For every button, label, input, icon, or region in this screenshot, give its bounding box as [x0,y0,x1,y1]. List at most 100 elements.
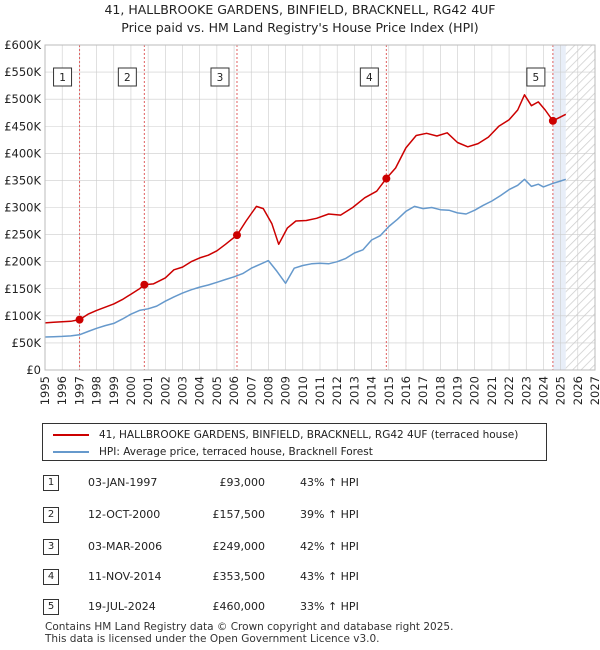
x-tick-label: 2016 [399,376,413,405]
x-tick-label: 2017 [416,376,430,405]
x-tick-label: 2006 [227,376,241,405]
sale-point [548,116,557,125]
x-tick-label: 2020 [468,376,482,405]
x-tick-label: 2018 [433,376,447,405]
x-tick-label: 1998 [90,376,104,405]
x-tick-label: 2011 [313,376,327,405]
legend-label-hpi: HPI: Average price, terraced house, Brac… [99,446,373,458]
transaction-number: 4 [43,569,59,585]
legend-item-hpi: HPI: Average price, terraced house, Brac… [53,444,373,460]
legend-item-property: 41, HALLBROOKE GARDENS, BINFIELD, BRACKN… [53,427,518,443]
chart-title: 41, HALLBROOKE GARDENS, BINFIELD, BRACKN… [104,2,496,17]
transaction-number: 2 [43,507,59,523]
transaction-number: 1 [43,475,59,491]
x-tick-label: 1999 [107,376,121,405]
x-tick-label: 1996 [55,376,69,405]
sale-label-number: 5 [533,72,540,84]
sale-label-box [210,67,230,87]
sale-label-box [117,67,137,87]
y-tick-label: £450K [4,119,41,133]
y-tick-label: £350K [4,173,41,187]
transaction-date: 19-JUL-2024 [88,600,156,613]
transaction-date: 03-MAR-2006 [88,540,163,553]
plot-border [44,44,596,371]
transaction-date: 12-OCT-2000 [88,508,161,521]
property-price-line [44,94,567,324]
y-tick-label: £200K [4,255,41,269]
sale-label-box [359,67,379,87]
x-tick-label: 2007 [244,376,258,405]
x-tick-label: 2003 [176,376,190,405]
x-tick-label: 2027 [588,376,600,405]
transaction-price: £353,500 [212,570,266,583]
x-tick-label: 2005 [210,376,224,405]
x-tick-label: 1995 [38,376,52,405]
x-tick-label: 2024 [536,376,550,405]
sale-point [75,315,84,324]
x-tick-label: 2021 [485,376,499,405]
y-tick-label: £150K [4,282,41,296]
x-tick-label: 2000 [124,376,138,405]
sale-label-number: 1 [59,72,66,84]
footer-copyright: Contains HM Land Registry data © Crown c… [45,621,454,633]
sale-point [140,280,149,289]
legend-swatch-property [53,434,89,436]
transaction-hpi: 33% ↑ HPI [300,600,359,613]
table-row: 4 11-NOV-2014 £353,500 43% ↑ HPI [0,568,600,588]
x-tick-label: 1997 [72,376,86,405]
transaction-price: £93,000 [219,476,266,489]
sale-label-number: 3 [217,72,224,84]
sale-label-number: 4 [366,72,373,84]
x-tick-label: 2013 [347,376,361,405]
sale-label-box [53,67,73,87]
y-tick-label: £550K [4,65,41,79]
transaction-date: 11-NOV-2014 [88,570,162,583]
legend-swatch-hpi [53,451,89,453]
y-tick-label: £250K [4,228,41,242]
legend-label-property: 41, HALLBROOKE GARDENS, BINFIELD, BRACKN… [99,429,519,441]
transaction-hpi: 43% ↑ HPI [300,570,359,583]
y-tick-label: £0 [26,363,41,377]
transaction-price: £249,000 [212,540,266,553]
y-tick-label: £300K [4,201,41,215]
x-tick-label: 2002 [158,376,172,405]
transaction-number: 5 [43,599,59,615]
x-tick-label: 2014 [365,376,379,405]
sale-label-number: 2 [124,72,131,84]
table-row: 2 12-OCT-2000 £157,500 39% ↑ HPI [0,506,600,526]
table-row: 5 19-JUL-2024 £460,000 33% ↑ HPI [0,598,600,618]
price-chart: £0 £50K £100K £150K £200K £250K £300K £350K £400… [4,38,600,405]
y-tick-label: £50K [12,336,42,350]
hpi-line [44,178,567,338]
transaction-hpi: 42% ↑ HPI [300,540,359,553]
x-tick-label: 2004 [193,376,207,405]
x-tick-label: 2001 [141,376,155,405]
x-tick-label: 2008 [261,376,275,405]
sale-label-box [526,67,546,87]
sale-point [382,174,391,183]
x-tick-label: 2009 [279,376,293,405]
y-tick-label: £600K [4,38,41,52]
chart-subtitle: Price paid vs. HM Land Registry's House … [121,20,479,35]
transaction-date: 03-JAN-1997 [88,476,158,489]
x-tick-label: 2025 [554,376,568,405]
x-tick-label: 2010 [296,376,310,405]
transaction-number: 3 [43,539,59,555]
x-tick-label: 2015 [382,376,396,405]
table-row: 1 03-JAN-1997 £93,000 43% ↑ HPI [0,474,600,494]
legend: 41, HALLBROOKE GARDENS, BINFIELD, BRACKN… [42,423,547,461]
x-tick-label: 2026 [571,376,585,405]
y-tick-label: £100K [4,309,41,323]
transaction-price: £157,500 [212,508,266,521]
y-tick-label: £500K [4,92,41,106]
transaction-hpi: 43% ↑ HPI [300,476,359,489]
x-tick-label: 2019 [451,376,465,405]
y-tick-label: £400K [4,146,41,160]
footer-license: This data is licensed under the Open Gov… [45,633,380,645]
x-tick-label: 2023 [519,376,533,405]
transaction-hpi: 39% ↑ HPI [300,508,359,521]
table-row: 3 03-MAR-2006 £249,000 42% ↑ HPI [0,538,600,558]
sale-point [232,231,241,240]
transaction-price: £460,000 [212,600,266,613]
x-tick-label: 2012 [330,376,344,405]
